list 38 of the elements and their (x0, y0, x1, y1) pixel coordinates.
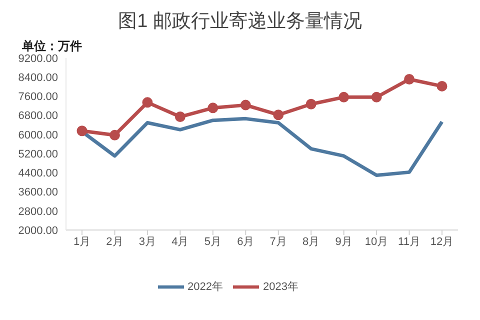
x-tick-label: 7月 (270, 236, 287, 248)
point (76, 126, 88, 136)
x-tick-label: 5月 (204, 236, 222, 248)
y-tick-label: 6800.00 (18, 110, 58, 122)
x-tick-label: 2月 (106, 236, 124, 248)
point (306, 98, 316, 110)
point (109, 130, 120, 140)
x-tick-label: 8月 (302, 236, 320, 248)
point (273, 110, 284, 120)
point (436, 80, 448, 92)
x-tick-label: 10月 (364, 236, 388, 248)
y-tick-label: 2800.00 (18, 206, 58, 218)
x-tick-label: 4月 (172, 236, 189, 248)
point (371, 92, 382, 102)
y-axis-title: 单位：万件 (22, 38, 82, 54)
x-tick-label: 9月 (335, 236, 352, 248)
x-tick-label: 11月 (398, 236, 420, 248)
y-tick-label: 8400.00 (18, 72, 58, 84)
legend-label: 2023年 (263, 280, 298, 293)
y-tick-label: 3600.00 (18, 186, 58, 199)
legend-label: 2022年 (188, 280, 223, 293)
x-tick-label: 6月 (237, 236, 254, 248)
point (338, 92, 350, 102)
point (240, 100, 251, 110)
x-tick-label: 1月 (73, 236, 91, 248)
y-tick-label: 9200.00 (18, 52, 58, 65)
x-tick-label: 12月 (430, 236, 454, 248)
chart-title: 图1 邮政行业寄递业务量情况 (117, 10, 363, 34)
x-tick-label: 3月 (138, 236, 156, 248)
y-tick-label: 4400.00 (18, 168, 58, 180)
point (142, 97, 153, 108)
point (404, 74, 415, 85)
y-tick-label: 6000.00 (18, 129, 58, 142)
y-tick-label: 5200.00 (18, 148, 58, 160)
point (208, 102, 218, 114)
y-tick-label: 2000.00 (18, 224, 58, 237)
y-tick-label: 7600.00 (18, 91, 58, 104)
point (174, 112, 186, 122)
